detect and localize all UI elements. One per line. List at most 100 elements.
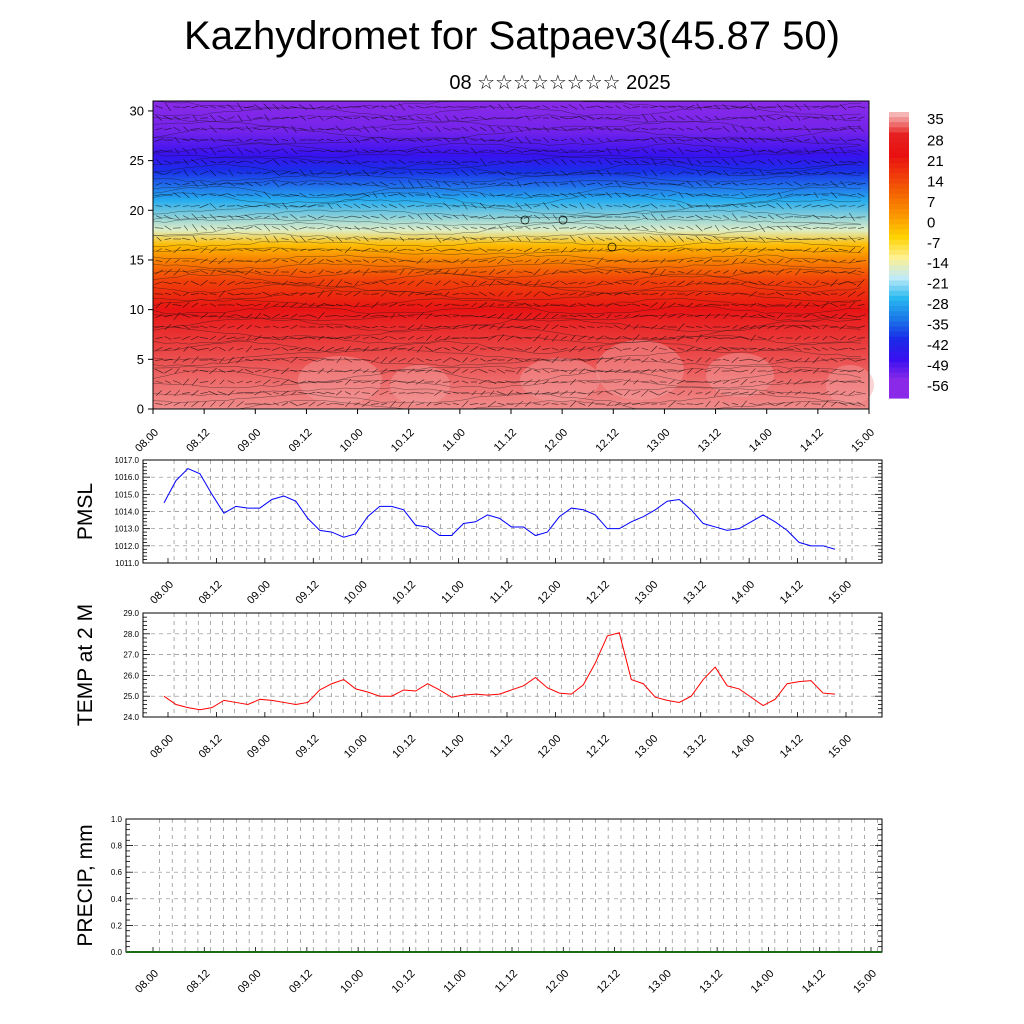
y-tick-label: 1015.0: [115, 490, 140, 499]
section-x-tick-label: 14.00: [747, 427, 775, 455]
x-tick-label: 12.12: [595, 968, 623, 996]
colorbar-step: [889, 147, 909, 154]
colorbar-step: [889, 362, 909, 368]
colorbar-step: [889, 275, 909, 282]
x-tick-label: 15.00: [826, 579, 854, 607]
pmsl-series-line: [163, 467, 836, 550]
x-tick-label: 15.00: [826, 733, 854, 761]
x-tick-label: 14.12: [778, 579, 806, 607]
section-x-tick-label: 12.00: [542, 427, 570, 455]
colorbar-step: [889, 234, 909, 241]
x-tick-label: 12.12: [584, 733, 612, 761]
y-tick-label: 1012.0: [115, 542, 140, 551]
colorbar-step: [889, 382, 909, 389]
x-tick-label: 14.12: [778, 733, 806, 761]
colorbar-step: [889, 311, 909, 317]
x-tick-label: 13.00: [632, 733, 660, 761]
warm-core-4: [706, 353, 774, 397]
x-tick-label: 10.12: [390, 579, 418, 607]
x-tick-label: 13.00: [646, 968, 674, 996]
x-tick-label: 11.00: [439, 579, 466, 606]
colorbar-step: [889, 290, 909, 297]
x-tick-label: 11.00: [439, 733, 466, 760]
colorbar-step: [889, 346, 909, 353]
y-tick-label: 0.6: [111, 868, 123, 877]
colorbar-label: -14: [927, 255, 949, 272]
colorbar-step: [889, 341, 909, 348]
x-tick-label: 15.00: [851, 968, 879, 996]
colorbar-label: 28: [927, 133, 944, 150]
calm-circle-1: [558, 215, 568, 225]
colorbar-step: [889, 244, 909, 251]
x-tick-label: 08.00: [133, 968, 161, 996]
x-tick-label: 10.12: [390, 968, 418, 996]
x-tick-label: 13.12: [681, 733, 709, 761]
vertical-section-plot: 0 5 10 15 20 25 30 08.00 08.12 09.00 09.12 10.00 10.…: [130, 100, 877, 455]
y-tick-label: 0.8: [111, 842, 123, 851]
chart-subtitle: 08 ☆☆☆☆☆☆☆☆ 2025: [449, 72, 671, 94]
section-x-tick-label: 12.12: [593, 427, 621, 455]
colorbar-label: 35: [927, 111, 944, 128]
colorbar-label: 21: [927, 153, 944, 170]
x-tick-label: 11.12: [493, 968, 520, 995]
y-tick-label: 26.0: [123, 671, 139, 680]
y-tick-label: 1016.0: [115, 473, 140, 482]
colorbar-label: -56: [927, 378, 949, 395]
section-y-tick-label: 10: [130, 302, 144, 317]
x-tick-label: 08.12: [197, 579, 225, 607]
pmsl-panel: 1011.0 1012.0 1013.0 1014.0 1015.0 1016.0 1017…: [74, 456, 883, 607]
colorbar-step: [889, 372, 909, 379]
x-tick-label: 14.00: [729, 733, 757, 761]
y-tick-label: 25.0: [123, 692, 139, 701]
colorbar-step: [889, 198, 909, 205]
x-tick-label: 12.00: [543, 968, 571, 996]
colorbar-step: [889, 137, 909, 144]
colorbar-step: [889, 295, 909, 302]
colorbar-label: -7: [927, 235, 940, 252]
contour-and-wind-lines: [153, 101, 866, 409]
x-tick-label: 10.12: [390, 733, 418, 761]
y-tick-label: 1013.0: [115, 525, 140, 534]
y-tick-label: 0.2: [111, 921, 123, 930]
x-tick-label: 14.00: [749, 968, 777, 996]
x-tick-label: 09.12: [293, 733, 321, 761]
colorbar-step: [889, 336, 909, 343]
section-x-tick-label: 11.00: [441, 427, 468, 454]
x-tick-label: 10.00: [338, 968, 366, 996]
x-tick-label: 08.12: [184, 968, 212, 996]
colorbar-label: -21: [927, 276, 949, 293]
y-tick-label: 1017.0: [115, 456, 140, 465]
temp-frame: [142, 612, 883, 718]
section-y-tick-label: 15: [130, 252, 144, 267]
temp-panel: 24.0 25.0 26.0 27.0 28.0 29.0 08.00 08.12 09.00 0…: [74, 604, 883, 761]
colorbar-step: [889, 367, 909, 374]
section-x-tick-label: 10.12: [389, 427, 417, 455]
colorbar-step: [889, 352, 909, 358]
colorbar-step: [889, 377, 909, 384]
colorbar-label: 14: [927, 174, 944, 191]
colorbar-step: [889, 157, 909, 164]
colorbar-step: [889, 357, 909, 363]
colorbar-step: [889, 387, 909, 394]
colorbar-step: [889, 173, 909, 179]
x-tick-label: 12.12: [584, 579, 612, 607]
colorbar-step: [889, 392, 909, 399]
section-x-tick-label: 10.00: [338, 427, 366, 455]
x-tick-label: 14.12: [800, 968, 828, 996]
colorbar-label: 0: [927, 214, 935, 231]
y-tick-label: 24.0: [123, 713, 139, 722]
colorbar-step: [889, 188, 909, 195]
temp-ylabel: TEMP at 2 M: [74, 604, 97, 726]
precip-frame: [125, 818, 883, 953]
colorbar-step: [889, 132, 909, 139]
calm-circle-0: [520, 215, 530, 225]
section-x-tick-label: 09.12: [287, 427, 315, 455]
colorbar-step: [889, 214, 909, 220]
section-x-tick-label: 09.00: [235, 427, 263, 455]
colorbar-step: [889, 112, 909, 118]
x-tick-label: 09.00: [245, 579, 273, 607]
x-tick-label: 09.12: [287, 968, 315, 996]
colorbar-step: [889, 163, 909, 169]
